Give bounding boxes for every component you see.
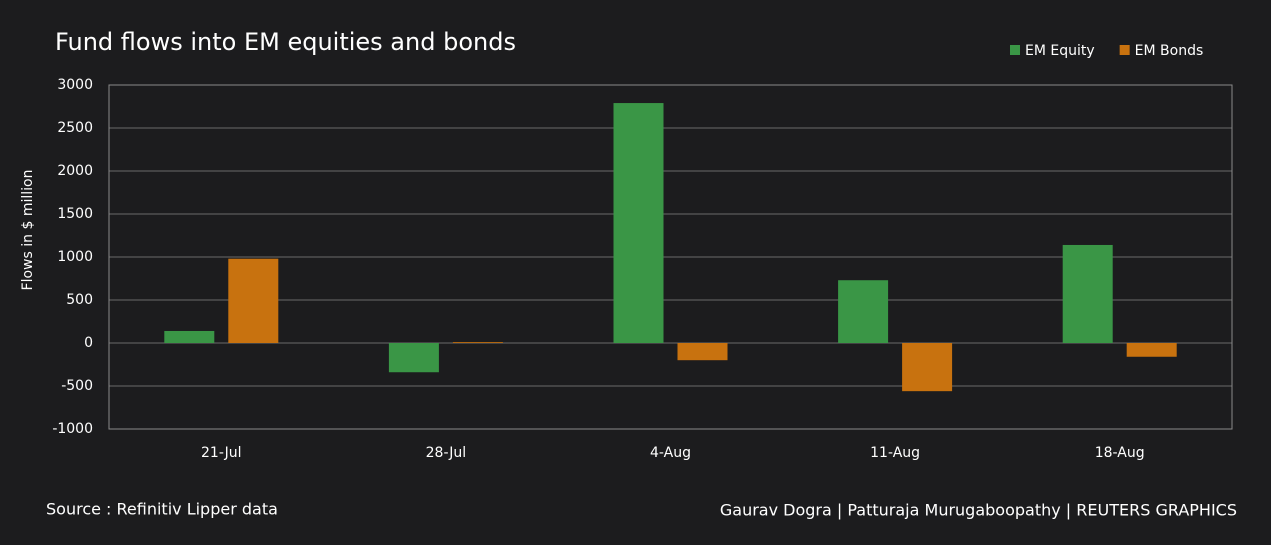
bar (388, 343, 439, 373)
y-tick-label: -1000 (52, 421, 93, 437)
legend-label: EM Bonds (1135, 43, 1204, 59)
bar (164, 330, 215, 343)
y-tick-label: 1000 (57, 249, 93, 265)
legend-swatch (1010, 45, 1020, 55)
chart-title: Fund flows into EM equities and bonds (55, 28, 516, 56)
x-tick-label: 4-Aug (650, 445, 691, 461)
y-axis-label: Flows in $ million (20, 170, 36, 291)
source: Source : Refinitiv Lipper data (46, 500, 278, 519)
y-tick-label: -500 (61, 378, 93, 394)
bar (613, 103, 664, 343)
x-tick-label: 21-Jul (201, 445, 242, 461)
bar (1126, 343, 1177, 357)
x-tick-label: 11-Aug (870, 445, 920, 461)
bar (228, 258, 279, 343)
plot-border (108, 84, 1233, 430)
y-tick-label: 3000 (57, 77, 93, 93)
bar (902, 343, 953, 392)
bar (838, 280, 889, 343)
credit: Gaurav Dogra | Patturaja Murugaboopathy … (720, 501, 1237, 520)
y-tick-label: 1500 (57, 206, 93, 222)
y-tick-label: 2500 (57, 120, 93, 136)
x-tick-label: 18-Aug (1095, 445, 1145, 461)
y-tick-label: 2000 (57, 163, 93, 179)
bar (677, 343, 728, 361)
legend-label: EM Equity (1025, 43, 1095, 59)
x-tick-label: 28-Jul (426, 445, 467, 461)
legend-swatch (1119, 45, 1130, 55)
y-tick-label: 0 (84, 335, 93, 351)
y-tick-label: 500 (66, 292, 93, 308)
bar (452, 342, 503, 343)
bar (1062, 244, 1113, 343)
